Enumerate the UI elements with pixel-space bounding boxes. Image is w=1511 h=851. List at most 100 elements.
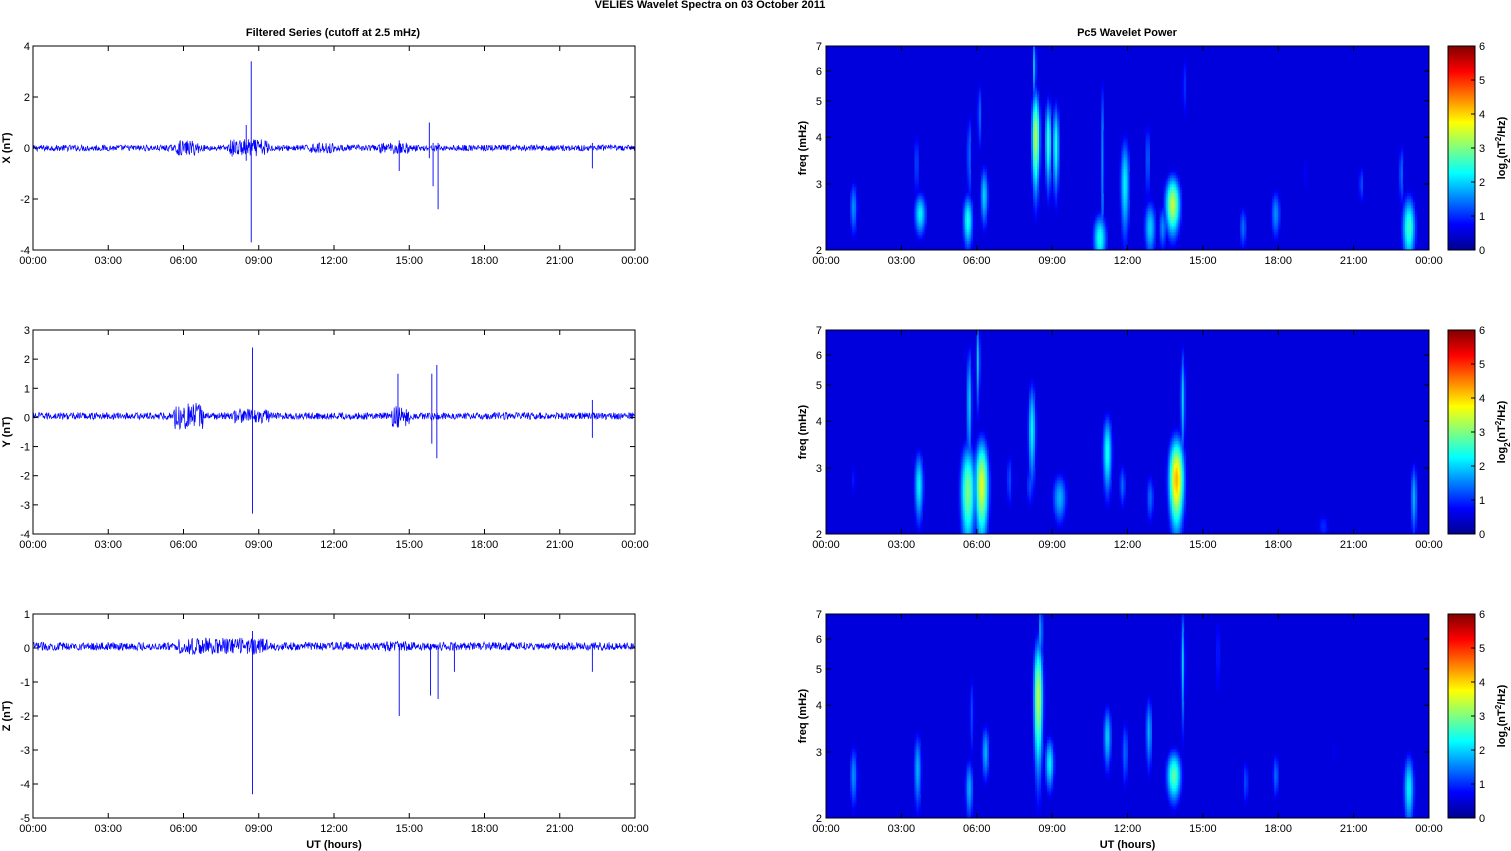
- heatmap-cell: [982, 459, 986, 463]
- heatmap-cell: [972, 232, 976, 236]
- heatmap-cell: [1045, 776, 1048, 780]
- heatmap-cell: [1127, 160, 1130, 164]
- heatmap-cell: [914, 507, 917, 511]
- heatmap-cell: [1242, 788, 1245, 792]
- heatmap-cell: [1039, 788, 1042, 792]
- heatmap-cell: [1171, 178, 1175, 182]
- heatmap-cell: [1169, 202, 1173, 206]
- heatmap-cell: [958, 462, 962, 466]
- heatmap-cell: [986, 190, 990, 194]
- heatmap-cell: [850, 205, 853, 209]
- heatmap-cell: [970, 363, 974, 367]
- heatmap-cell: [976, 112, 980, 116]
- heatmap-cell: [1035, 115, 1038, 119]
- heatmap-cell: [914, 809, 917, 813]
- heatmap-cell: [1304, 184, 1307, 188]
- heatmap-cell: [984, 471, 988, 475]
- heatmap-cell: [980, 208, 984, 212]
- heatmap-cell: [1400, 211, 1404, 215]
- heatmap-cell: [1183, 67, 1187, 71]
- heatmap-cell: [1065, 504, 1068, 508]
- heatmap-cell: [918, 764, 921, 768]
- heatmap-cell: [966, 507, 970, 511]
- heatmap-cell: [1155, 232, 1158, 236]
- heatmap-cell: [970, 372, 974, 376]
- heatmap-cell: [1033, 136, 1036, 140]
- heatmap-cell: [976, 378, 980, 382]
- heatmap-cell: [1161, 220, 1165, 224]
- heatmap-cell: [1031, 405, 1034, 409]
- heatmap-cell: [968, 471, 972, 475]
- heatmap-cell: [968, 486, 972, 490]
- heatmap-cell: [1173, 220, 1177, 224]
- heatmap-cell: [1125, 770, 1128, 774]
- heatmap-cell: [988, 468, 992, 472]
- heatmap-cell: [1181, 387, 1185, 391]
- heatmap-cell: [1047, 133, 1050, 137]
- heatmap-cell: [1270, 202, 1273, 206]
- heatmap-cell: [1169, 773, 1173, 777]
- heatmap-cell: [916, 459, 919, 463]
- heatmap-cell: [1169, 489, 1173, 493]
- heatmap-cell: [1408, 205, 1412, 209]
- heatmap-cell: [1278, 229, 1281, 233]
- heatmap-cell: [978, 381, 982, 385]
- heatmap-cell: [980, 450, 984, 454]
- heatmap-cell: [1398, 175, 1402, 179]
- heatmap-cell: [856, 785, 859, 789]
- heatmap-cell: [962, 444, 966, 448]
- heatmap-cell: [972, 471, 976, 475]
- heatmap-cell: [1410, 504, 1414, 508]
- heatmap-cell: [1274, 205, 1277, 209]
- heatmap-cell: [1105, 489, 1108, 493]
- heatmap-cell: [1179, 779, 1183, 783]
- heatmap-cell: [1179, 226, 1183, 230]
- heatmap-cell: [1169, 211, 1173, 215]
- heatmap-cell: [1358, 184, 1362, 188]
- heatmap-cell: [854, 483, 857, 487]
- heatmap-cell: [1047, 166, 1050, 170]
- heatmap-cell: [1051, 498, 1054, 502]
- heatmap-cell: [912, 220, 915, 224]
- heatmap-cell: [1412, 779, 1416, 783]
- heatmap-cell: [1167, 181, 1171, 185]
- heatmap-cell: [976, 381, 980, 385]
- heatmap-cell: [1175, 513, 1179, 517]
- heatmap-cell: [1053, 118, 1056, 122]
- heatmap-cell: [1107, 432, 1110, 436]
- heatmap-cell: [1181, 85, 1185, 89]
- heatmap-cell: [1173, 187, 1177, 191]
- heatmap-cell: [982, 181, 986, 185]
- ytick-label: -3: [20, 745, 30, 757]
- heatmap-cell: [1163, 244, 1167, 248]
- heatmap-cell: [978, 136, 982, 140]
- heatmap-cell: [1173, 782, 1177, 786]
- heatmap-cell: [982, 226, 986, 230]
- heatmap-cell: [1063, 474, 1066, 478]
- heatmap-cell: [1149, 483, 1152, 487]
- heatmap-cell: [918, 507, 921, 511]
- heatmap-cell: [1167, 462, 1171, 466]
- heatmap-cell: [1173, 528, 1177, 532]
- heatmap-cell: [1398, 154, 1402, 158]
- heatmap-cell: [854, 776, 857, 780]
- heatmap-cell: [1129, 184, 1132, 188]
- heatmap-cell: [1035, 178, 1038, 182]
- heatmap-cell: [1039, 785, 1042, 789]
- heatmap-cell: [1055, 139, 1058, 143]
- heatmap-cell: [1400, 202, 1404, 206]
- heatmap-cell: [982, 166, 986, 170]
- heatmap-cell: [1091, 241, 1094, 245]
- heatmap-cell: [976, 351, 980, 355]
- heatmap-cell: [966, 220, 970, 224]
- heatmap-cell: [976, 495, 980, 499]
- heatmap-cell: [1109, 456, 1112, 460]
- heatmap-cell: [1037, 812, 1040, 816]
- heatmap-cell: [1320, 528, 1323, 532]
- heatmap-cell: [966, 528, 970, 532]
- heatmap-cell: [856, 190, 859, 194]
- heatmap-cell: [1185, 474, 1189, 478]
- heatmap-cell: [918, 214, 921, 218]
- heatmap-cell: [850, 208, 853, 212]
- heatmap-cell: [978, 106, 982, 110]
